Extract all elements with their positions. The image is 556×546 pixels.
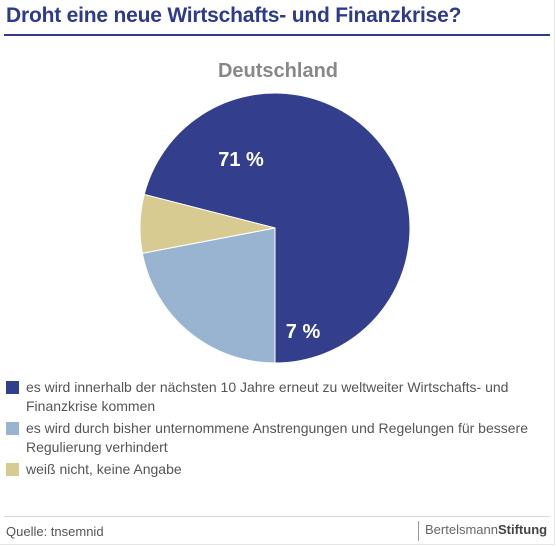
legend-item-crisis: es wird innerhalb der nächsten 10 Jahre … [4,378,550,416]
legend-item-unknown: weiß nicht, keine Angabe [4,460,550,479]
legend-label-unknown: weiß nicht, keine Angabe [26,461,182,477]
pie-slice-crisis [143,92,411,364]
source-note: Quelle: tnsemnid [6,524,104,539]
footer-divider [4,516,550,517]
legend: es wird innerhalb der nächsten 10 Jahre … [4,378,550,482]
brand-logo: BertelsmannStiftung [425,522,547,537]
brand-name-part2: Stiftung [497,522,548,537]
chart-title: Deutschland [217,60,339,82]
legend-swatch-prevented [6,422,19,435]
legend-label-prevented: es wird durch bisher unternommene Anstre… [26,420,528,455]
title-divider [4,34,550,36]
pie-slice-unknown [139,193,276,254]
pie-value-label-crisis: 71 % [218,149,264,171]
legend-swatch-unknown [6,463,19,476]
brand-name-part1: Bertelsmann [425,522,498,537]
pie-slice-prevented [141,227,276,364]
legend-label-crisis: es wird innerhalb der nächsten 10 Jahre … [26,379,509,414]
legend-swatch-crisis [6,381,19,394]
pie-value-label-unknown: 7 % [286,321,321,343]
legend-item-prevented: es wird durch bisher unternommene Anstre… [4,419,550,457]
page-title: Droht eine neue Wirtschafts- und Finanzk… [6,4,462,27]
brand-separator [418,521,419,541]
